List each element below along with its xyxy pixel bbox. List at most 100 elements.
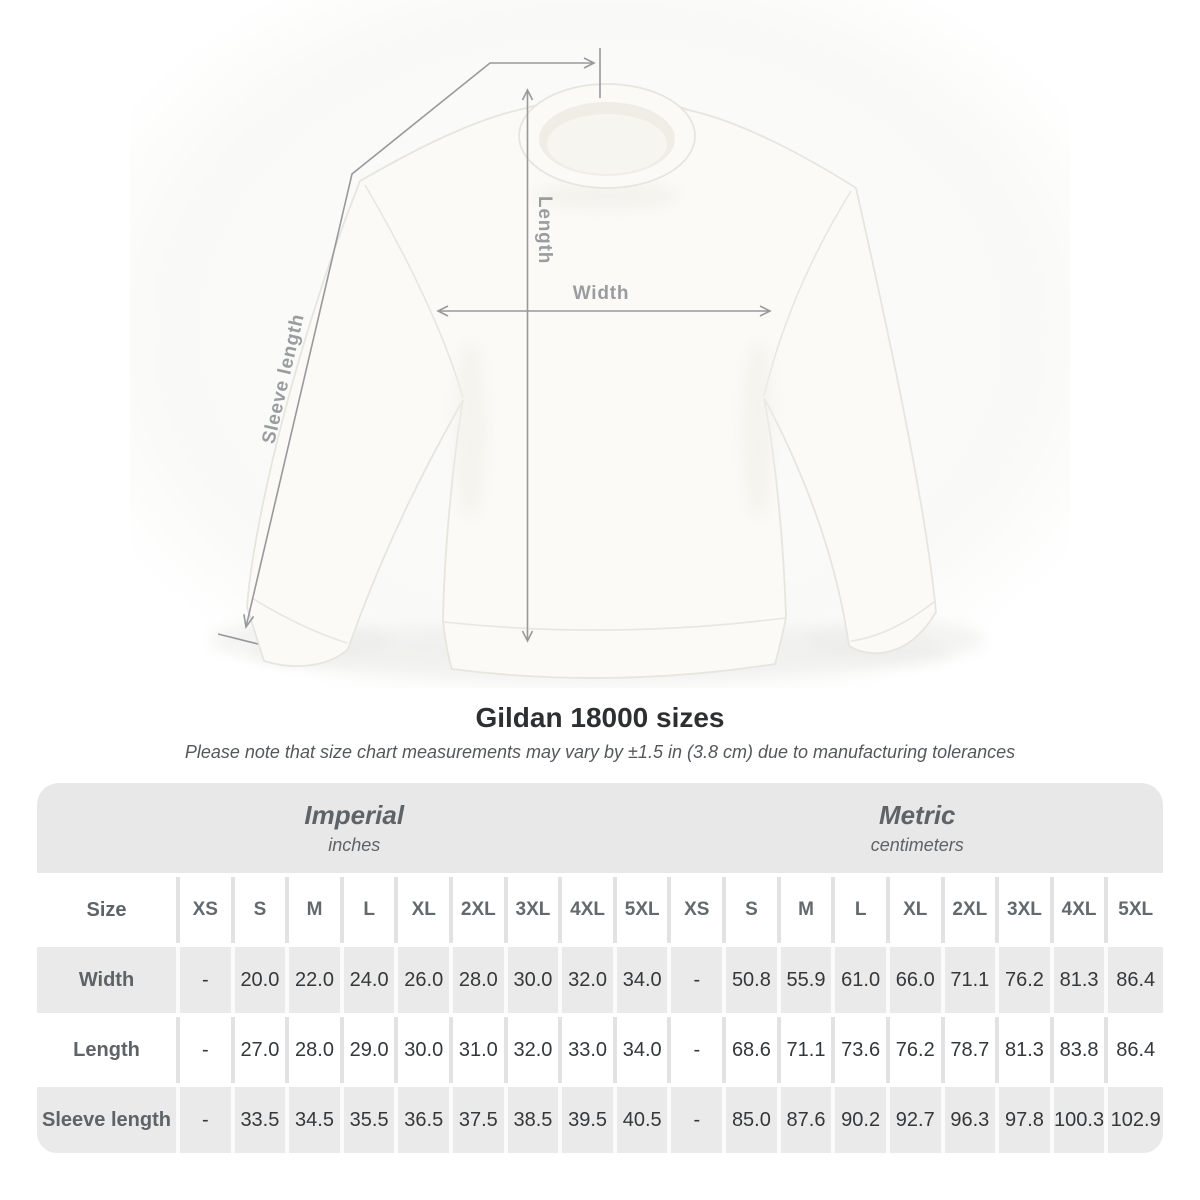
- sleeve-measure-line: [245, 62, 594, 628]
- size-header-imperial-m: M: [289, 877, 344, 944]
- width-value: 61.0: [835, 947, 890, 1014]
- length-value: 28.0: [289, 1017, 344, 1084]
- title-block: Gildan 18000 sizes Please note that size…: [0, 702, 1200, 763]
- width-value: -: [671, 947, 727, 1014]
- tolerance-note: Please note that size chart measurements…: [184, 742, 1016, 763]
- row-label-length: Length: [37, 1017, 180, 1084]
- size-header-imperial-s: S: [234, 877, 290, 944]
- size-header-metric-xl: XL: [889, 877, 945, 944]
- sleeve-value: 38.5: [507, 1087, 563, 1154]
- length-value: 73.6: [835, 1017, 890, 1084]
- cuff-seam-right: [850, 601, 935, 642]
- width-label: Width: [573, 283, 630, 304]
- sleeve-value: 34.5: [289, 1087, 344, 1154]
- sleeve-value: 37.5: [453, 1087, 508, 1154]
- size-header-metric-xs: XS: [671, 877, 727, 944]
- size-header-imperial-4xl: 4XL: [562, 877, 617, 944]
- length-value: 33.0: [562, 1017, 617, 1084]
- unit-band: Imperial inches Metric centimeters: [37, 783, 1163, 874]
- size-header-metric-5xl: 5XL: [1108, 877, 1163, 944]
- width-arrow-right: [759, 305, 772, 317]
- sleeve-value: 33.5: [234, 1087, 290, 1154]
- width-value: 30.0: [507, 947, 563, 1014]
- length-value: 29.0: [343, 1017, 399, 1084]
- fold-shade-right: [742, 340, 774, 520]
- length-value: 31.0: [453, 1017, 508, 1084]
- length-value: 71.1: [780, 1017, 836, 1084]
- length-label: Length: [534, 196, 555, 264]
- width-value: -: [180, 947, 235, 1014]
- sleeve-value: 92.7: [889, 1087, 945, 1154]
- size-header-metric-l: L: [835, 877, 890, 944]
- width-value: 24.0: [343, 947, 399, 1014]
- size-header-imperial-5xl: 5XL: [616, 877, 672, 944]
- size-column-header: Size: [37, 877, 180, 944]
- length-value: 30.0: [398, 1017, 454, 1084]
- width-value: 32.0: [562, 947, 617, 1014]
- sleeve-value: 102.9: [1108, 1087, 1163, 1154]
- length-value: 81.3: [999, 1017, 1054, 1084]
- width-value: 71.1: [944, 947, 1000, 1014]
- size-header-imperial-xs: XS: [180, 877, 235, 944]
- size-chart-table: Imperial inches Metric centimeters Size …: [37, 783, 1163, 1154]
- sleeve-value: 100.3: [1053, 1087, 1109, 1154]
- size-header-metric-4xl: 4XL: [1053, 877, 1109, 944]
- sleeve-value: 96.3: [944, 1087, 1000, 1154]
- width-value: 50.8: [726, 947, 781, 1014]
- sweatshirt-illustration: Length Width Sleeve length: [130, 0, 1070, 688]
- width-value: 66.0: [889, 947, 945, 1014]
- width-value: 22.0: [289, 947, 344, 1014]
- page-title: Gildan 18000 sizes: [475, 702, 725, 733]
- size-header-imperial-xl: XL: [398, 877, 454, 944]
- length-value: 27.0: [234, 1017, 290, 1084]
- sleeve-value: 97.8: [999, 1087, 1054, 1154]
- width-value: 20.0: [234, 947, 290, 1014]
- sleeve-arrow-neck: [583, 57, 596, 69]
- width-value: 34.0: [616, 947, 672, 1014]
- metric-band: Metric centimeters: [671, 783, 1162, 873]
- length-arrow-top: [521, 88, 534, 101]
- metric-unit: centimeters: [870, 835, 964, 856]
- width-value: 76.2: [999, 947, 1054, 1014]
- sleeve-value: 36.5: [398, 1087, 454, 1154]
- length-value: -: [180, 1017, 235, 1084]
- size-header-imperial-l: L: [343, 877, 399, 944]
- sleeve-value: -: [180, 1087, 235, 1154]
- row-label-width: Width: [37, 947, 180, 1014]
- sleeve-value: 90.2: [835, 1087, 890, 1154]
- size-header-metric-s: S: [726, 877, 781, 944]
- width-value: 55.9: [780, 947, 836, 1014]
- sleeve-value: 87.6: [780, 1087, 836, 1154]
- width-arrow-left: [436, 305, 449, 317]
- sweatshirt: [246, 83, 937, 679]
- hem-seam: [443, 617, 786, 631]
- size-header-imperial-2xl: 2XL: [453, 877, 508, 944]
- sleeve-arrow-cuff: [243, 614, 255, 630]
- imperial-unit: inches: [328, 835, 381, 856]
- sleeve-value: 40.5: [616, 1087, 672, 1154]
- length-value: 32.0: [507, 1017, 563, 1084]
- sleeve-value: -: [671, 1087, 727, 1154]
- length-value: 78.7: [944, 1017, 1000, 1084]
- under-collar-shade: [535, 183, 679, 209]
- cuff-seam-left: [251, 597, 348, 644]
- width-value: 81.3: [1053, 947, 1109, 1014]
- armhole-seam-left: [364, 184, 464, 399]
- sleeve-value: 35.5: [343, 1087, 399, 1154]
- size-header-metric-m: M: [780, 877, 836, 944]
- length-value: 76.2: [889, 1017, 945, 1084]
- collar-inside-back: [547, 114, 667, 174]
- shirt-body: [246, 99, 937, 679]
- sleeve-value: 39.5: [562, 1087, 617, 1154]
- sleeve-end-tick: [217, 633, 259, 645]
- sweatshirt-measurement-figure: Length Width Sleeve length: [130, 0, 1070, 688]
- length-value: -: [671, 1017, 727, 1084]
- length-value: 86.4: [1108, 1017, 1163, 1084]
- metric-label: Metric: [878, 800, 956, 831]
- length-value: 68.6: [726, 1017, 781, 1084]
- width-value: 28.0: [453, 947, 508, 1014]
- imperial-label: Imperial: [304, 800, 405, 831]
- width-value: 86.4: [1108, 947, 1163, 1014]
- width-value: 26.0: [398, 947, 454, 1014]
- size-header-metric-2xl: 2XL: [944, 877, 1000, 944]
